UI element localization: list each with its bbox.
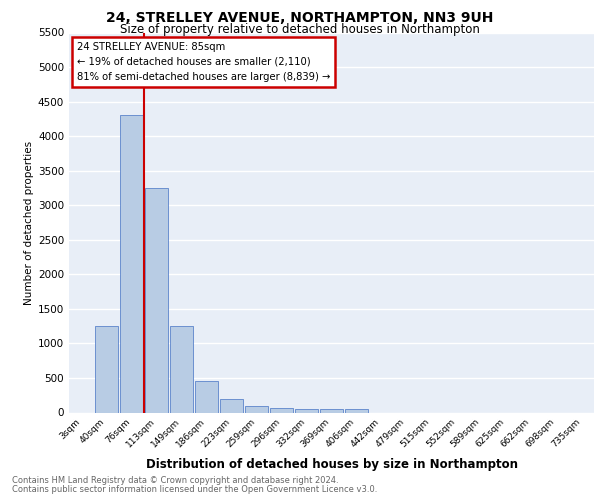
Text: Contains HM Land Registry data © Crown copyright and database right 2024.: Contains HM Land Registry data © Crown c… xyxy=(12,476,338,485)
Bar xyxy=(295,409,318,412)
Text: Size of property relative to detached houses in Northampton: Size of property relative to detached ho… xyxy=(120,22,480,36)
Bar xyxy=(245,406,268,412)
Bar xyxy=(270,408,293,412)
Bar xyxy=(220,398,243,412)
Bar xyxy=(320,409,343,412)
Bar xyxy=(345,409,368,412)
Bar xyxy=(95,326,118,412)
Bar xyxy=(120,116,143,412)
Bar xyxy=(145,188,168,412)
Bar xyxy=(170,326,193,412)
Text: Contains public sector information licensed under the Open Government Licence v3: Contains public sector information licen… xyxy=(12,484,377,494)
Text: 24 STRELLEY AVENUE: 85sqm
← 19% of detached houses are smaller (2,110)
81% of se: 24 STRELLEY AVENUE: 85sqm ← 19% of detac… xyxy=(77,42,330,82)
Text: 24, STRELLEY AVENUE, NORTHAMPTON, NN3 9UH: 24, STRELLEY AVENUE, NORTHAMPTON, NN3 9U… xyxy=(106,11,494,25)
X-axis label: Distribution of detached houses by size in Northampton: Distribution of detached houses by size … xyxy=(146,458,517,471)
Y-axis label: Number of detached properties: Number of detached properties xyxy=(24,140,34,304)
Bar xyxy=(195,382,218,412)
